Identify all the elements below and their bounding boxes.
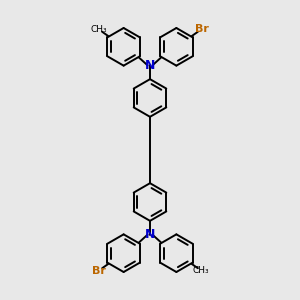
- Text: CH₃: CH₃: [192, 266, 209, 275]
- Text: Br: Br: [92, 266, 105, 276]
- Text: CH₃: CH₃: [91, 25, 108, 34]
- Text: N: N: [145, 228, 155, 241]
- Text: N: N: [145, 59, 155, 72]
- Text: Br: Br: [195, 24, 208, 34]
